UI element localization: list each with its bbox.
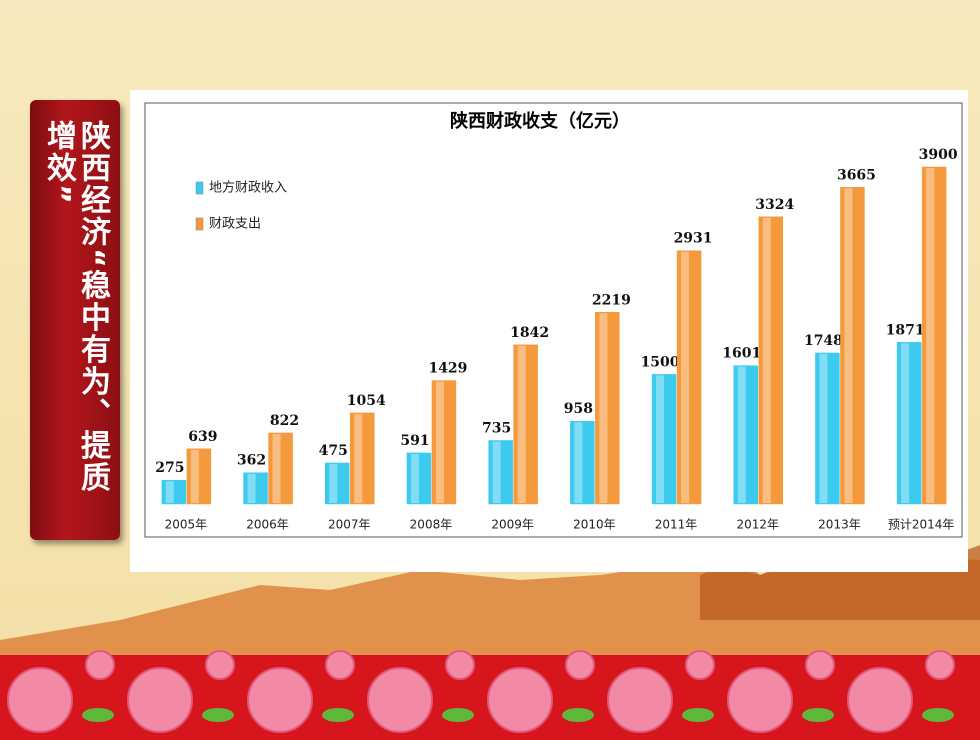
x-tick-label: 2009年	[491, 518, 534, 532]
data-label: 362	[237, 453, 266, 469]
data-label: 475	[319, 443, 348, 459]
bar	[595, 312, 620, 505]
x-tick-label: 2007年	[328, 518, 371, 532]
bar-highlight	[656, 375, 665, 503]
data-label: 1429	[428, 361, 467, 377]
bar	[186, 448, 212, 505]
x-tick-label: 2008年	[410, 518, 453, 532]
bar	[921, 166, 947, 505]
bar	[840, 187, 865, 505]
bar-highlight	[410, 453, 419, 503]
data-label: 1601	[722, 346, 761, 362]
bar-highlight	[762, 217, 771, 503]
bar	[651, 374, 677, 505]
bar	[243, 472, 268, 505]
data-label: 3324	[755, 197, 794, 213]
data-label: 1748	[804, 333, 843, 349]
x-tick-label: 2011年	[655, 518, 698, 532]
data-label: 822	[270, 413, 299, 429]
data-label: 591	[400, 433, 429, 449]
data-label: 2219	[592, 292, 631, 308]
bar-highlight	[819, 353, 828, 503]
bar	[350, 412, 375, 505]
data-label: 3665	[837, 167, 876, 183]
chart-title: 陕西财政收支（亿元）	[450, 110, 630, 132]
bar-highlight	[574, 422, 583, 503]
bar	[268, 432, 293, 505]
x-tick-label: 2013年	[818, 518, 861, 532]
x-tick-label: 2012年	[736, 518, 779, 532]
bar	[431, 380, 457, 505]
bar-highlight	[926, 168, 935, 503]
bar	[676, 250, 702, 505]
bar	[896, 342, 922, 505]
bar-highlight	[329, 463, 338, 503]
bar	[570, 420, 595, 505]
x-tick-label: 预计2014年	[888, 518, 955, 532]
data-label: 958	[564, 401, 593, 417]
x-tick-label: 2005年	[165, 518, 208, 532]
x-tick-label: 2010年	[573, 518, 616, 532]
data-label: 1054	[347, 393, 386, 409]
bar-highlight	[492, 441, 501, 503]
bar-highlight	[247, 473, 256, 503]
data-label: 1871	[886, 322, 925, 338]
bar-highlight	[354, 413, 363, 503]
data-label: 1842	[510, 325, 549, 341]
bar-highlight	[599, 313, 608, 503]
bar	[406, 452, 432, 505]
bar	[325, 462, 350, 505]
data-label: 275	[155, 460, 184, 476]
data-label: 639	[188, 429, 217, 445]
data-label: 1500	[641, 354, 680, 370]
legend-swatch	[195, 181, 204, 195]
bar-highlight	[737, 366, 746, 503]
bar	[733, 365, 758, 505]
bar-highlight	[190, 449, 199, 503]
bar-highlight	[435, 381, 444, 503]
legend-label: 地方财政收入	[209, 180, 287, 196]
bar	[758, 216, 783, 505]
legend-label: 财政支出	[209, 217, 261, 232]
bar	[815, 352, 840, 505]
data-label: 2931	[674, 231, 713, 247]
bar-highlight	[901, 343, 910, 503]
sidebar-text: 陕西经济“稳中有为、提质增效”	[41, 120, 110, 494]
x-tick-label: 2006年	[246, 518, 289, 532]
bar-highlight	[681, 251, 690, 503]
sidebar: 陕西经济“稳中有为、提质增效”	[30, 100, 120, 540]
bar	[161, 479, 187, 505]
chart-panel: 陕西财政收支（亿元） 地方财政收入 财政支出 2005年 275 639 2006年 362…	[130, 90, 968, 572]
legend-swatch	[195, 217, 204, 231]
bar	[513, 344, 538, 505]
bar-highlight	[844, 188, 853, 504]
bar-highlight	[165, 481, 174, 503]
bar-highlight	[517, 345, 526, 503]
bar-highlight	[272, 433, 281, 503]
bar	[488, 440, 513, 505]
data-label: 3900	[919, 147, 958, 163]
data-label: 735	[482, 420, 511, 436]
